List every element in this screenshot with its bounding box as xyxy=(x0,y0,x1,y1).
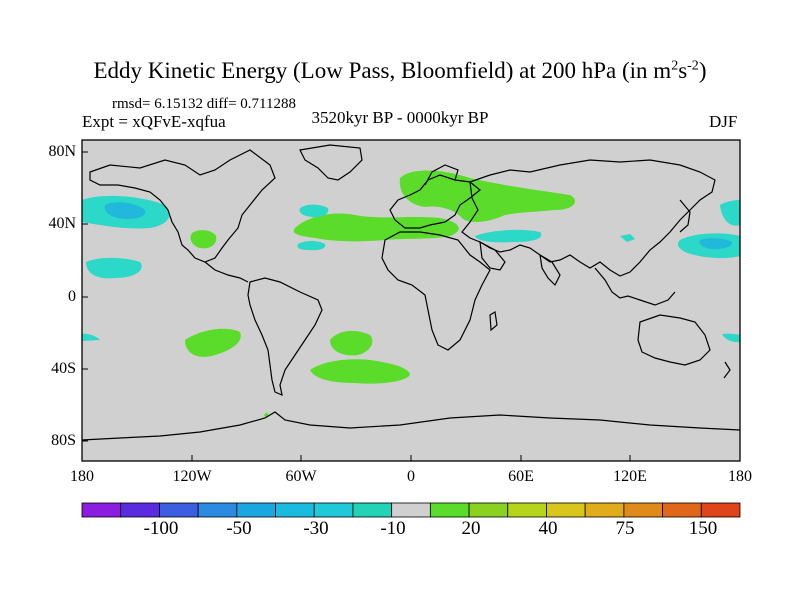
y-label-80s: 80S xyxy=(51,432,76,449)
stats-label: rmsd= 6.15132 diff= 0.711288 xyxy=(112,96,296,112)
colorbar xyxy=(81,502,741,518)
anomaly-middle-east xyxy=(475,229,542,243)
coastline-greenland xyxy=(299,144,363,181)
axis-ticks xyxy=(82,151,631,461)
colorbar-box-14 xyxy=(623,502,663,518)
anomaly-north-america-west xyxy=(190,230,217,249)
coastline-india xyxy=(539,253,561,287)
anomaly-south-pacific-east xyxy=(722,333,740,343)
plot-title-sup1: 2 xyxy=(671,58,679,74)
x-label-180w: 180 xyxy=(70,468,94,485)
x-label-180e: 180 xyxy=(728,468,752,485)
colorbar-box-15 xyxy=(662,502,702,518)
colorbar-label-40: 40 xyxy=(538,518,558,539)
coastline-arabia xyxy=(479,240,506,271)
colorbar-box-12 xyxy=(546,502,586,518)
coastline-madagascar xyxy=(489,311,498,332)
anomaly-south-atlantic-south xyxy=(310,359,410,384)
plot-title-sup2: -2 xyxy=(687,58,699,74)
coastline-north-america xyxy=(89,149,276,263)
anomaly-south-pacific-west xyxy=(82,333,100,341)
anomaly-south-pacific xyxy=(185,328,241,357)
coastline-japan xyxy=(679,199,691,233)
anomaly-subtropical-pacific xyxy=(86,257,142,279)
colorbar-box-1 xyxy=(120,502,160,518)
anomaly-north-europe-asia xyxy=(399,170,575,222)
colorbar-box-2 xyxy=(159,502,199,518)
colorbar-box-13 xyxy=(584,502,625,518)
anomaly-south-atlantic-north xyxy=(330,330,373,356)
coastline-new-zealand xyxy=(723,361,731,379)
colorbar-box-8 xyxy=(391,502,431,518)
x-label-120e: 120E xyxy=(613,468,647,485)
coastline-australia xyxy=(637,314,711,366)
coastline-europe xyxy=(389,174,481,229)
x-label-120w: 120W xyxy=(172,468,212,485)
y-label-80n: 80N xyxy=(48,143,76,160)
colorbar-box-9 xyxy=(429,502,470,518)
anomaly-north-pacific-east xyxy=(720,200,740,226)
anomaly-east-asia xyxy=(620,234,635,242)
coastline-south-america xyxy=(247,277,323,397)
anomaly-west-atlantic xyxy=(299,204,329,218)
colorbar-label-minus100: -100 xyxy=(143,518,179,539)
coastline-central-america xyxy=(204,261,249,283)
colorbar-box-5 xyxy=(275,502,315,518)
anomaly-north-atlantic-med xyxy=(293,213,459,242)
colorbar-label-150: 150 xyxy=(688,518,718,539)
plot-title-mid: s xyxy=(678,58,688,83)
colorbar-label-75: 75 xyxy=(615,518,635,539)
colorbar-label-minus10: -10 xyxy=(380,518,406,539)
period-label: 3520kyr BP - 0000kyr BP xyxy=(311,108,489,127)
coastline-africa xyxy=(381,231,491,351)
colorbar-label-minus30: -30 xyxy=(303,518,329,539)
coastline-scandinavia xyxy=(424,164,459,186)
colorbar-label-20: 20 xyxy=(461,518,481,539)
continent-outlines xyxy=(81,144,741,441)
colorbar-box-4 xyxy=(236,502,276,518)
coastline-southeast-asia xyxy=(594,267,676,306)
negative-anomaly-cores xyxy=(104,202,733,250)
y-label-40s: 40S xyxy=(51,360,76,377)
anomaly-atlantic-tropics xyxy=(297,241,326,251)
colorbar-box-0 xyxy=(81,502,122,518)
colorbar-box-6 xyxy=(313,502,354,518)
colorbar-box-16 xyxy=(700,502,741,518)
x-label-60e: 60E xyxy=(508,468,534,485)
colorbar-box-3 xyxy=(197,502,238,518)
anomaly-core-west-pacific xyxy=(699,238,733,250)
y-label-0: 0 xyxy=(68,288,76,305)
colorbar-label-minus50: -50 xyxy=(226,518,252,539)
season-label: DJF xyxy=(709,112,738,131)
x-label-0: 0 xyxy=(407,468,415,485)
coastline-antarctica xyxy=(81,411,741,441)
x-label-60w: 60W xyxy=(285,468,317,485)
y-label-40n: 40N xyxy=(48,215,76,232)
plot-title-main: Eddy Kinetic Energy (Low Pass, Bloomfiel… xyxy=(93,58,672,83)
plot-title-end: ) xyxy=(698,58,707,83)
colorbar-box-10 xyxy=(468,502,509,518)
anomaly-core-north-pacific xyxy=(104,202,146,219)
colorbar-box-7 xyxy=(352,502,393,518)
positive-anomaly-regions xyxy=(185,170,575,418)
plot-title: Eddy Kinetic Energy (Low Pass, Bloomfiel… xyxy=(0,58,800,84)
experiment-label: Expt = xQFvE-xqfua xyxy=(82,112,226,131)
colorbar-box-11 xyxy=(507,502,547,518)
